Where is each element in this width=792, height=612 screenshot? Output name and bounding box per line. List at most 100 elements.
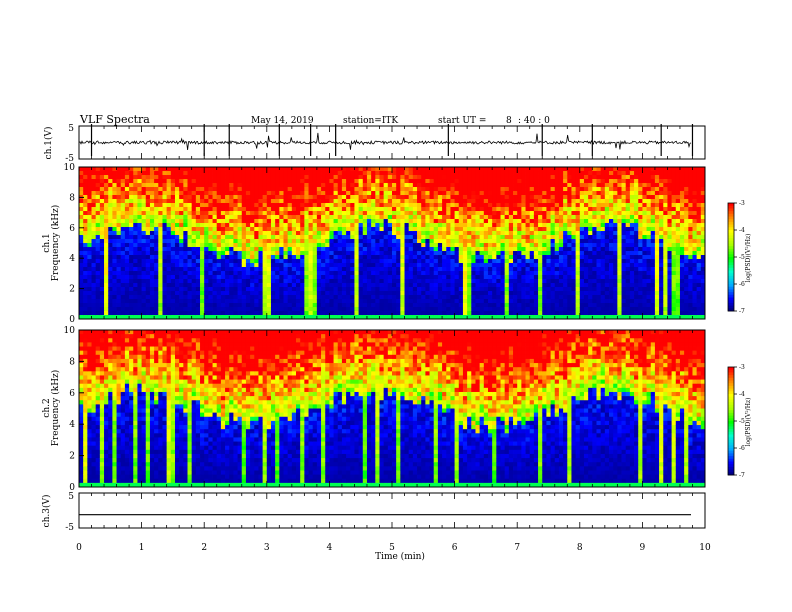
ch1-spectrogram-cell xyxy=(312,315,318,320)
ch1-spectrogram-cell xyxy=(462,303,468,308)
ch1-spectrogram-cell xyxy=(462,227,468,232)
ch1-spectrogram-cell xyxy=(354,231,360,236)
ch1-spectrogram-cell xyxy=(337,259,343,264)
ch1-spectrogram-cell xyxy=(600,227,606,232)
ch1-spectrogram-cell xyxy=(183,255,188,260)
ch1-spectrogram-cell xyxy=(87,299,92,304)
ch1-spectrogram-cell xyxy=(442,291,447,296)
ch1-spectrogram-cell xyxy=(241,183,247,188)
ch1-spectrogram-cell xyxy=(358,283,364,288)
ch1-spectrogram-cell xyxy=(287,183,293,188)
ch1-spectrogram-cell xyxy=(538,271,543,276)
ch1-spectrogram-cell xyxy=(241,227,247,232)
ch1-spectrogram-cell xyxy=(149,183,155,188)
ch1-spectrogram-cell xyxy=(387,223,393,228)
ch1-spectrogram-cell xyxy=(212,227,218,232)
ch1-spectrogram-cell xyxy=(174,279,180,284)
ch1-spectrogram-cell xyxy=(379,199,385,204)
ch1-spectrogram-cell xyxy=(95,211,101,216)
ch1-spectrogram-cell xyxy=(475,251,481,256)
ch1-spectrogram-cell xyxy=(387,235,393,240)
ch1-spectrogram-cell xyxy=(500,239,506,244)
ch1-spectrogram-cell xyxy=(404,303,410,308)
ch1-spectrogram-cell xyxy=(225,275,230,280)
ch1-spectrogram-cell xyxy=(458,187,464,192)
ch1-spectrogram-cell xyxy=(174,295,180,300)
ch1-spectrogram-cell xyxy=(149,267,155,272)
ch1-spectrogram-cell xyxy=(471,283,476,288)
ch1-spectrogram-cell xyxy=(604,239,610,244)
ch1-spectrogram-cell xyxy=(567,275,572,280)
ch1-spectrogram-cell xyxy=(609,227,614,232)
ch1-spectrogram-cell xyxy=(308,195,314,200)
ch1-spectrogram-cell xyxy=(208,203,213,208)
ch1-spectrogram-cell xyxy=(91,303,97,308)
ch1-spectrogram-cell xyxy=(404,203,410,208)
ch1-spectrogram-cell xyxy=(208,223,213,228)
ch1-spectrogram-cell xyxy=(508,179,514,184)
ch1-spectrogram-cell xyxy=(287,203,293,208)
ch1-spectrogram-cell xyxy=(371,311,376,316)
ch1-spectrogram-cell xyxy=(145,251,151,256)
ch1-spectrogram-cell xyxy=(296,255,301,260)
ch1-spectrogram-cell xyxy=(575,211,581,216)
ch1-spectrogram-cell xyxy=(558,207,564,212)
ch1-spectrogram-cell xyxy=(604,247,610,252)
ch1-spectrogram-cell xyxy=(454,171,460,176)
ch1-spectrogram-cell xyxy=(417,263,422,268)
ch1-spectrogram-cell xyxy=(145,195,151,200)
ch1-spectrogram-column xyxy=(563,167,568,320)
ch1-spectrogram-cell xyxy=(575,315,581,320)
ch1-spectrogram-cell xyxy=(83,231,88,236)
ch1-spectrogram-cell xyxy=(312,283,318,288)
ch1-spectrogram-cell xyxy=(116,215,122,220)
ch1-spectrogram-cell xyxy=(563,263,568,268)
ch1-spectrogram-cell xyxy=(208,227,213,232)
ch1-spectrogram-cell xyxy=(250,311,255,316)
ch1-spectrogram-cell xyxy=(458,191,464,196)
ch1-spectrogram-cell xyxy=(204,307,209,312)
ch1-spectrogram-cell xyxy=(471,315,476,320)
ch1-spectrogram-cell xyxy=(83,199,88,204)
ch1-spectrogram-cell xyxy=(333,203,339,208)
ch1-spectrogram-cell xyxy=(337,215,343,220)
ch1-spectrogram-cell xyxy=(492,231,497,236)
ch1-spectrogram-cell xyxy=(542,303,547,308)
ch1-spectrogram-cell xyxy=(496,219,501,224)
ch1-spectrogram-cell xyxy=(237,191,243,196)
ch1-spectrogram-cell xyxy=(145,191,151,196)
ch1-spectrogram-cell xyxy=(241,283,247,288)
ch1-spectrogram-cell xyxy=(233,287,238,292)
ch1-spectrogram-cell xyxy=(312,247,318,252)
ch1-spectrogram-cell xyxy=(179,199,184,204)
ch1-spectrogram-cell xyxy=(183,223,188,228)
ch1-spectrogram-cell xyxy=(166,315,172,320)
ch1-spectrogram-cell xyxy=(179,183,184,188)
ch1-spectrogram-cell xyxy=(179,211,184,216)
ch1-spectrogram-cell xyxy=(354,287,360,292)
ch1-spectrogram-cell xyxy=(400,183,405,188)
ch1-spectrogram-cell xyxy=(579,303,585,308)
ch1-spectrogram-cell xyxy=(187,259,193,264)
ch1-spectrogram-cell xyxy=(179,195,184,200)
ch1-spectrogram-cell xyxy=(567,311,572,316)
ch1-spectrogram-cell xyxy=(433,227,439,232)
ch1-spectrogram-cell xyxy=(429,283,435,288)
ch1-spectrogram-cell xyxy=(321,179,326,184)
ch1-spectrogram-cell xyxy=(550,267,556,272)
ch1-spectrogram-cell xyxy=(258,215,264,220)
ch1-spectrogram-cell xyxy=(308,299,314,304)
ch1-spectrogram-cell xyxy=(212,239,218,244)
ch1-spectrogram-cell xyxy=(412,315,418,320)
ch1-spectrogram-cell xyxy=(341,307,347,312)
ch1-spectrogram-cell xyxy=(329,239,334,244)
ch1-spectrogram-cell xyxy=(187,175,193,180)
ch1-spectrogram-cell xyxy=(250,207,255,212)
ch1-spectrogram-cell xyxy=(158,291,163,296)
ch1-spectrogram-cell xyxy=(141,199,147,204)
ch1-spectrogram-cell xyxy=(112,195,117,200)
ch1-spectrogram-cell xyxy=(479,243,485,248)
ch1-spectrogram-cell xyxy=(99,267,105,272)
ch1-spectrogram-cell xyxy=(442,299,447,304)
ch1-spectrogram-cell xyxy=(437,207,443,212)
